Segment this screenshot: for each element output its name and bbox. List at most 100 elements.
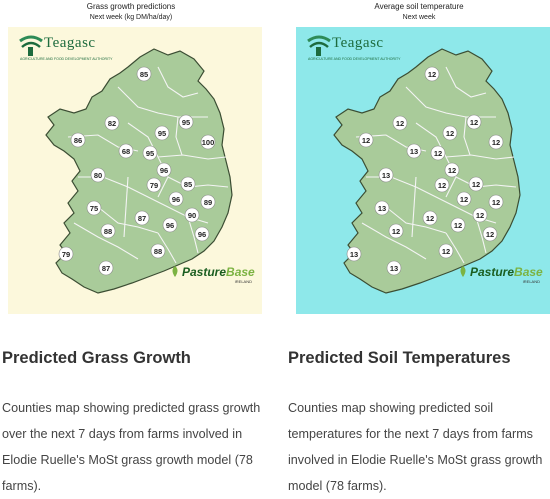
county-value-marker[interactable]: 12	[422, 210, 438, 226]
map-title: Grass growth predictions	[86, 2, 176, 11]
pasturebase-sub: IRELAND	[522, 279, 540, 284]
county-value-marker[interactable]: 12	[472, 207, 488, 223]
county-value-marker[interactable]: 96	[162, 217, 178, 233]
county-value: 12	[448, 166, 456, 175]
county-value-marker[interactable]: 89	[200, 194, 216, 210]
pasturebase-logo: PastureBase IRELAND	[458, 265, 544, 289]
county-value: 82	[108, 119, 116, 128]
county-value: 89	[204, 198, 212, 207]
grass-growth-map[interactable]: Grass growth predictions Next week (kg D…	[0, 0, 262, 316]
soil-temperature-card: Average soil temperature Next week 12 12 1…	[288, 0, 550, 493]
county-value: 68	[122, 147, 130, 156]
county-value: 12	[434, 149, 442, 158]
county-value: 87	[138, 214, 146, 223]
county-value-marker[interactable]: 85	[180, 176, 196, 192]
county-value: 75	[90, 204, 98, 213]
county-value-marker[interactable]: 96	[194, 226, 210, 242]
county-value-marker[interactable]: 12	[444, 162, 460, 178]
county-value-marker[interactable]: 12	[450, 217, 466, 233]
county-value-marker[interactable]: 12	[388, 223, 404, 239]
county-value-marker[interactable]: 12	[430, 145, 446, 161]
county-value-marker[interactable]: 80	[90, 167, 106, 183]
county-value: 13	[382, 171, 390, 180]
county-value-marker[interactable]: 87	[134, 210, 150, 226]
county-border	[463, 116, 471, 156]
county-value: 12	[492, 198, 500, 207]
county-value-marker[interactable]: 96	[156, 162, 172, 178]
pasturebase-wordmark: PastureBase	[182, 265, 255, 279]
county-value: 12	[454, 221, 462, 230]
map-panel: 12 12 12 12 12 13 12 12 12 13 12 12 12 12 13 12 12 12 12 12…	[296, 27, 550, 314]
county-value: 13	[378, 204, 386, 213]
county-value-marker[interactable]: 82	[104, 115, 120, 131]
county-value: 12	[396, 119, 404, 128]
county-value-marker[interactable]: 88	[100, 223, 116, 239]
county-value: 12	[426, 214, 434, 223]
county-value-marker[interactable]: 12	[434, 177, 450, 193]
county-value-marker[interactable]: 12	[392, 115, 408, 131]
county-border	[175, 116, 183, 156]
county-value: 12	[438, 181, 446, 190]
county-value-marker[interactable]: 12	[424, 66, 440, 82]
county-value-marker[interactable]: 12	[438, 243, 454, 259]
county-border	[97, 206, 159, 234]
county-value: 96	[166, 221, 174, 230]
county-value: 12	[442, 247, 450, 256]
county-value: 12	[460, 195, 468, 204]
county-value-marker[interactable]: 96	[168, 191, 184, 207]
county-value-marker[interactable]: 95	[178, 114, 194, 130]
county-value-marker[interactable]: 13	[346, 246, 362, 262]
county-value-marker[interactable]: 86	[70, 132, 86, 148]
county-border	[455, 176, 517, 188]
county-value-marker[interactable]: 12	[466, 114, 482, 130]
county-value-marker[interactable]: 95	[142, 145, 158, 161]
soil-temperature-map[interactable]: Average soil temperature Next week 12 12 1…	[288, 0, 550, 316]
county-value-marker[interactable]: 13	[374, 200, 390, 216]
ireland-map: 85 82 95 95 86 68 100 95 96 80 79 85 96 89 75 87 90 88 96 9…	[45, 48, 233, 294]
county-border	[157, 232, 177, 264]
teagasc-logo-icon	[19, 35, 43, 56]
county-value: 13	[390, 264, 398, 273]
teagasc-logo: Teagasc AGRICULTURE AND FOOD DEVELOPMENT…	[306, 35, 400, 69]
county-value-marker[interactable]: 12	[358, 132, 374, 148]
county-value: 95	[182, 118, 190, 127]
county-value-marker[interactable]: 13	[406, 143, 422, 159]
county-value: 96	[172, 195, 180, 204]
county-value-marker[interactable]: 79	[146, 177, 162, 193]
map-panel: 85 82 95 95 86 68 100 95 96 80 79 85 96 89 75 87 90 88 96 9…	[8, 27, 262, 314]
county-value: 13	[410, 147, 418, 156]
leaf-icon	[172, 266, 178, 277]
county-value: 79	[150, 181, 158, 190]
county-border	[167, 176, 229, 188]
county-value-marker[interactable]: 100	[200, 134, 216, 150]
ireland-land	[45, 48, 233, 294]
county-value-marker[interactable]: 13	[378, 167, 394, 183]
county-value-marker[interactable]: 68	[118, 143, 134, 159]
county-value: 85	[184, 180, 192, 189]
county-value-marker[interactable]: 13	[386, 260, 402, 276]
county-value: 85	[140, 70, 148, 79]
county-value-marker[interactable]: 87	[98, 260, 114, 276]
county-value-marker[interactable]: 79	[58, 246, 74, 262]
county-value: 88	[104, 227, 112, 236]
county-value: 12	[446, 129, 454, 138]
county-value-marker[interactable]: 12	[488, 194, 504, 210]
county-value: 12	[428, 70, 436, 79]
map-title: Average soil temperature	[374, 2, 464, 11]
county-value-marker[interactable]: 12	[482, 226, 498, 242]
county-value-marker[interactable]: 90	[184, 207, 200, 223]
county-value-marker[interactable]: 12	[488, 134, 504, 150]
county-value-marker[interactable]: 12	[456, 191, 472, 207]
county-value-marker[interactable]: 12	[468, 176, 484, 192]
county-value: 13	[350, 250, 358, 259]
county-value-marker[interactable]: 85	[136, 66, 152, 82]
county-value-marker[interactable]: 88	[150, 243, 166, 259]
county-value-marker[interactable]: 12	[442, 125, 458, 141]
county-value: 79	[62, 250, 70, 259]
county-value-marker[interactable]: 75	[86, 200, 102, 216]
county-value: 12	[470, 118, 478, 127]
teagasc-wordmark: Teagasc	[332, 35, 384, 51]
county-value-marker[interactable]: 95	[154, 125, 170, 141]
county-border	[73, 222, 139, 260]
